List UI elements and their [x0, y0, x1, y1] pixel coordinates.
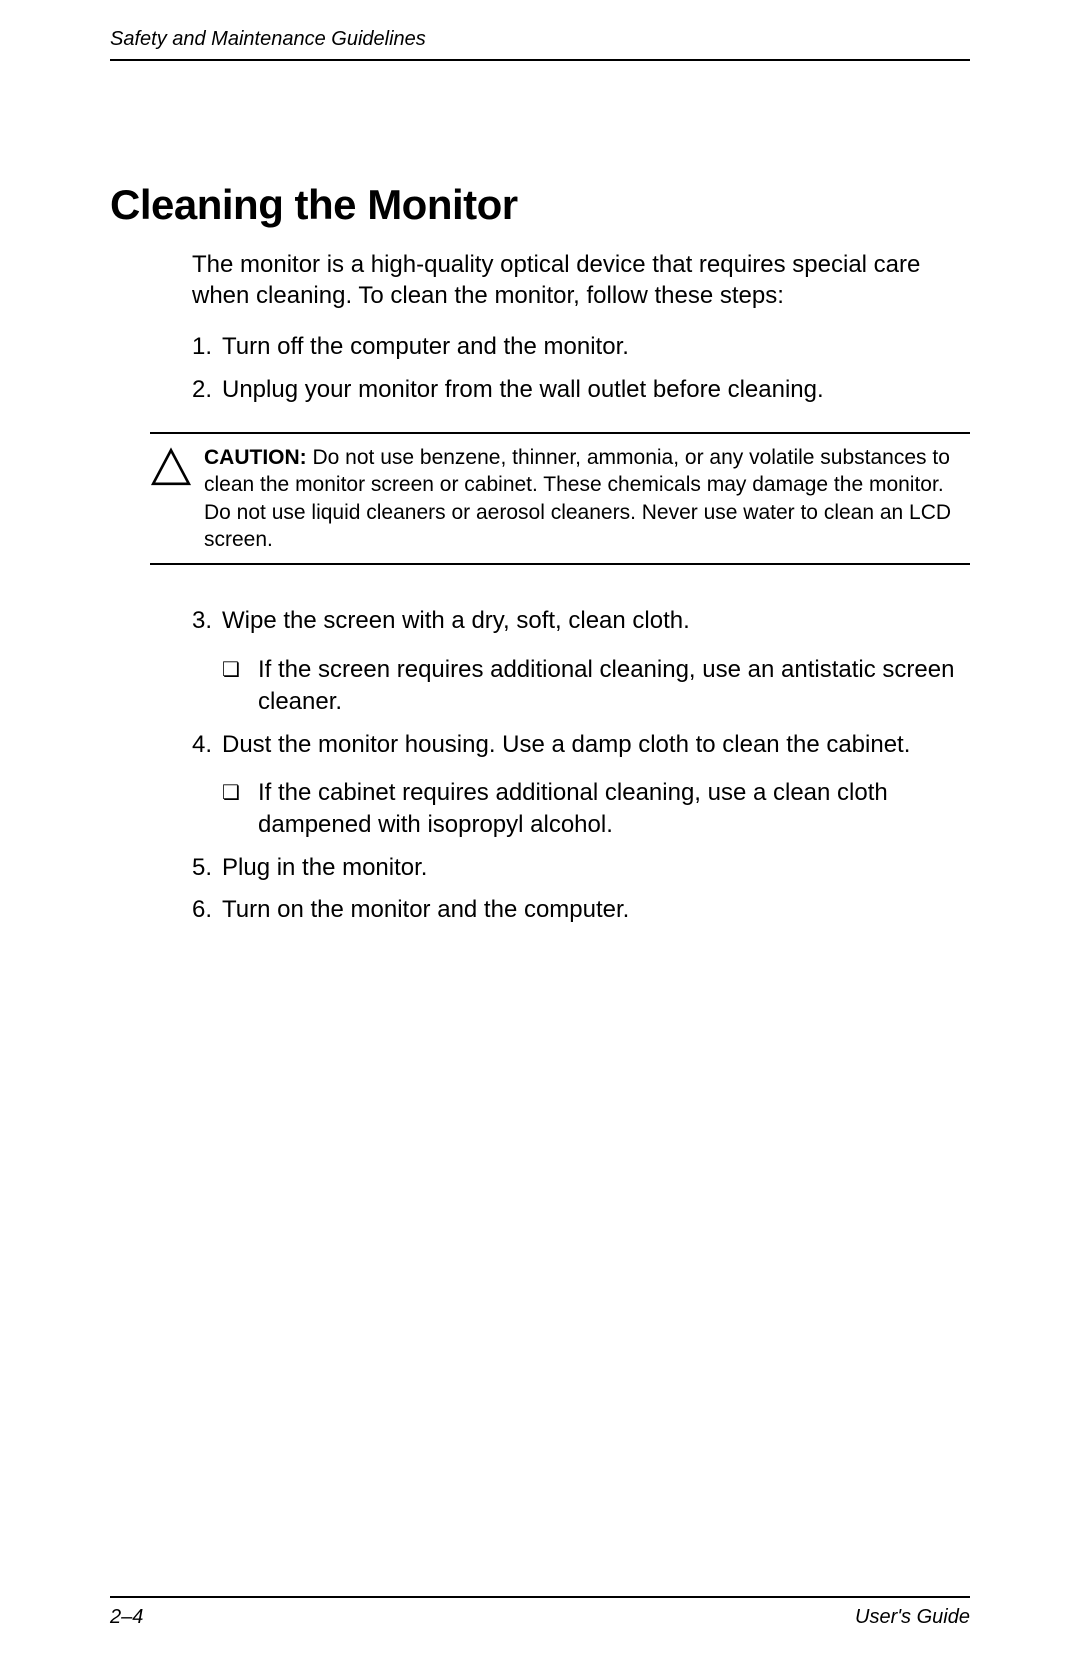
header-rule	[110, 59, 970, 61]
footer-doc-title: User's Guide	[855, 1606, 970, 1629]
intro-paragraph: The monitor is a high-quality optical de…	[192, 249, 970, 311]
caution-triangle-icon	[150, 446, 192, 488]
step-2-number: 2.	[192, 374, 222, 406]
header-section-title: Safety and Maintenance Guidelines	[110, 28, 970, 51]
step-2-text: Unplug your monitor from the wall outlet…	[222, 374, 970, 406]
bullet-marker-icon: ❏	[222, 654, 258, 719]
step-4-sub: ❏ If the cabinet requires additional cle…	[222, 777, 970, 842]
step-5-number: 5.	[192, 852, 222, 884]
step-1-number: 1.	[192, 331, 222, 363]
step-6-number: 6.	[192, 894, 222, 926]
step-3-sub: ❏ If the screen requires additional clea…	[222, 654, 970, 719]
step-1-text: Turn off the computer and the monitor.	[222, 331, 970, 363]
step-5: 5. Plug in the monitor.	[192, 852, 970, 884]
bullet-marker-icon: ❏	[222, 777, 258, 842]
footer-row: 2–4 User's Guide	[110, 1606, 970, 1629]
caution-rule-top	[150, 432, 970, 434]
step-4-sub-text: If the cabinet requires additional clean…	[258, 777, 970, 842]
caution-rule-bottom	[150, 563, 970, 565]
caution-body: Do not use benzene, thinner, ammonia, or…	[204, 446, 951, 551]
page-footer: 2–4 User's Guide	[110, 1596, 970, 1629]
caution-text: CAUTION: Do not use benzene, thinner, am…	[204, 444, 970, 553]
step-6-text: Turn on the monitor and the computer.	[222, 894, 970, 926]
step-2: 2. Unplug your monitor from the wall out…	[192, 374, 970, 406]
footer-page-number: 2–4	[110, 1606, 143, 1629]
step-3: 3. Wipe the screen with a dry, soft, cle…	[192, 605, 970, 637]
step-3-number: 3.	[192, 605, 222, 637]
step-3-sub-text: If the screen requires additional cleani…	[258, 654, 970, 719]
page-container: Safety and Maintenance Guidelines Cleani…	[0, 0, 1080, 1669]
caution-content: CAUTION: Do not use benzene, thinner, am…	[150, 444, 970, 553]
step-5-text: Plug in the monitor.	[222, 852, 970, 884]
step-4-text: Dust the monitor housing. Use a damp clo…	[222, 729, 970, 761]
caution-label: CAUTION:	[204, 446, 307, 469]
caution-block: CAUTION: Do not use benzene, thinner, am…	[150, 432, 970, 565]
page-heading: Cleaning the Monitor	[110, 181, 970, 229]
step-4-number: 4.	[192, 729, 222, 761]
footer-rule	[110, 1596, 970, 1598]
step-6: 6. Turn on the monitor and the computer.	[192, 894, 970, 926]
spacer	[110, 575, 970, 605]
step-3-text: Wipe the screen with a dry, soft, clean …	[222, 605, 970, 637]
step-1: 1. Turn off the computer and the monitor…	[192, 331, 970, 363]
step-4: 4. Dust the monitor housing. Use a damp …	[192, 729, 970, 761]
